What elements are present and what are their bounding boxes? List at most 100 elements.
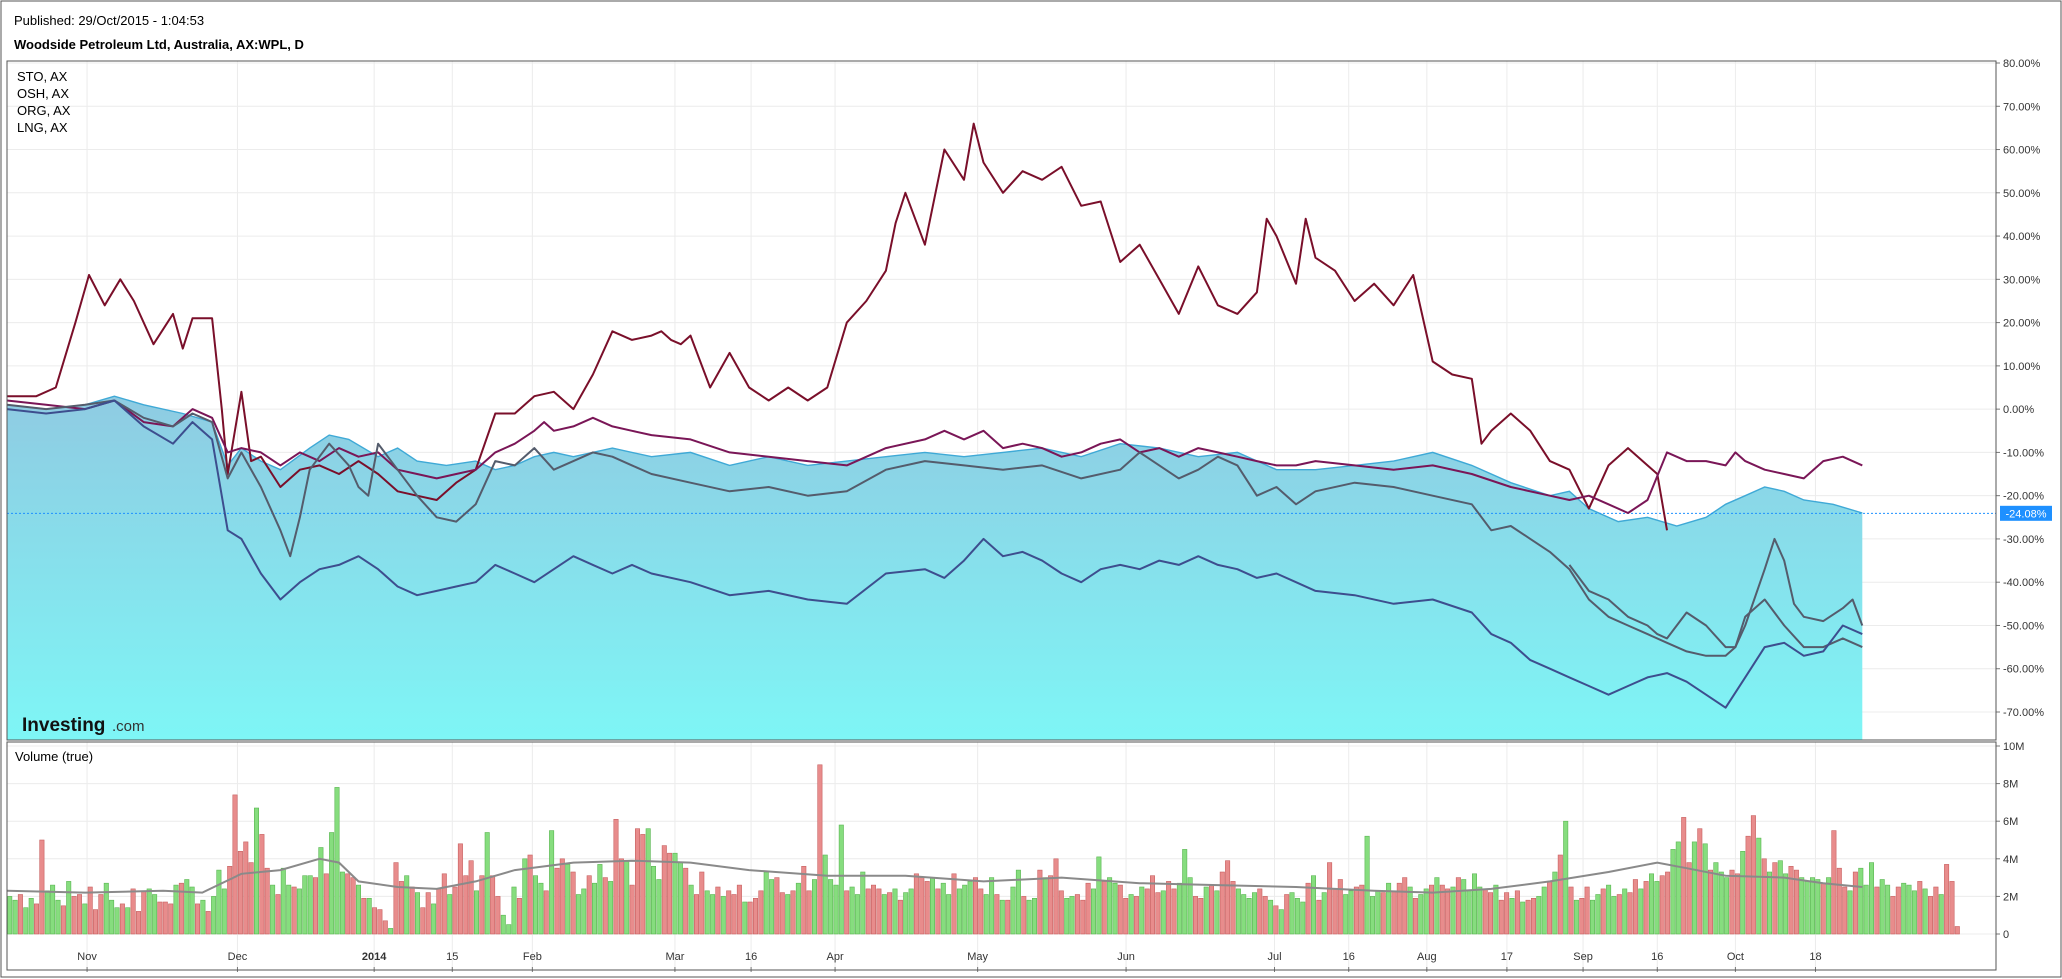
volume-bar [1402,877,1408,935]
volume-bar [264,867,270,935]
x-tick-label: Apr [827,951,844,963]
volume-bar [1820,882,1826,935]
volume-y-tick-label: 0 [2003,929,2009,941]
series-line-sto [7,122,1668,531]
y-tick-label: 60.00% [2003,145,2041,157]
volume-bar [870,884,876,935]
volume-bar [60,905,66,935]
volume-bar [227,865,233,935]
volume-bar [457,843,463,935]
y-tick-label: 30.00% [2003,274,2041,286]
volume-bar [511,886,517,935]
volume-bar [752,897,758,935]
volume-bar [490,875,496,935]
volume-y-tick-label: 2M [2003,891,2018,903]
volume-bar [1482,888,1488,935]
volume-bar [1858,867,1864,935]
volume-bar [1209,884,1215,935]
volume-bar [334,787,340,935]
volume-bar [1412,897,1418,935]
volume-bar [731,894,737,935]
volume-bar [629,884,635,935]
volume-bar [1294,897,1300,935]
volume-bar [1418,894,1424,935]
volume-bar [1391,890,1397,935]
volume-bar [484,832,490,935]
volume-bar [1750,815,1756,935]
volume-bar [1235,888,1241,935]
y-tick-label: 70.00% [2003,101,2041,113]
volume-bar [1836,867,1842,935]
volume-bar [1638,888,1644,935]
volume-bar [323,873,329,935]
volume-y-tick-label: 10M [2003,741,2024,753]
legend-item-lng: LNG, AX [17,120,68,135]
volume-bar [1552,871,1558,935]
current-value-badge-bg [2000,505,2052,521]
volume-bar [55,899,61,935]
volume-bar [1327,862,1333,935]
volume-bar [608,881,614,935]
volume-bar [1643,881,1649,935]
volume-ma-line [6,857,1863,894]
volume-bar [795,882,801,935]
volume-bar [189,886,195,935]
volume-bar [1611,896,1617,935]
logo-suffix: .com [112,718,145,735]
volume-bar [280,867,286,935]
volume-bar [715,886,721,935]
legend-item-sto: STO, AX [17,69,68,84]
y-tick-label: -70.00% [2003,707,2044,719]
x-tick-label: Aug [1417,951,1437,963]
volume-bar [994,894,1000,935]
volume-bar [1622,888,1628,935]
volume-bar [1659,875,1665,935]
volume-bar [237,850,243,935]
volume-bar [1096,856,1102,935]
volume-bar [44,890,50,935]
volume-bar [962,884,968,935]
volume-bar [838,824,844,935]
volume-bar [1842,886,1848,935]
volume-bar [1166,881,1172,935]
x-tick-label: Jun [1117,951,1135,963]
volume-bar [1525,899,1531,935]
volume-bar [1815,879,1821,935]
volume-bar [286,884,292,935]
volume-bar [924,881,930,935]
volume-bar [999,899,1005,935]
volume-bar [1869,862,1875,935]
y-tick-label: -10.00% [2003,447,2044,459]
volume-bar [946,894,952,935]
volume-bar [157,901,163,935]
volume-bar [822,854,828,935]
volume-bar [414,892,420,935]
volume-bar [146,888,152,935]
volume-bar [152,894,158,935]
volume-bar [270,884,276,935]
volume-bar [420,907,426,935]
volume-bar [1847,890,1853,935]
volume-bar [1724,877,1730,935]
volume-bar [1713,862,1719,935]
volume-bar [1026,899,1032,935]
volume-bar [1139,886,1145,935]
volume-bar [677,862,683,935]
volume-bar [785,894,791,935]
volume-bar [1729,869,1735,935]
volume-bar [790,890,796,935]
volume-bar [833,884,839,935]
volume-bar [216,869,222,935]
volume-bar [972,877,978,935]
volume-bar [136,911,142,935]
volume-bar [581,888,587,935]
x-tick-label: May [967,951,988,963]
volume-bar [1863,884,1869,935]
volume-bar [141,890,147,935]
series-line-lng [6,399,1863,709]
volume-bar [1241,894,1247,935]
x-tick-label: 16 [745,951,757,963]
x-tick-label: 16 [1651,951,1663,963]
volume-bar [1021,896,1027,935]
